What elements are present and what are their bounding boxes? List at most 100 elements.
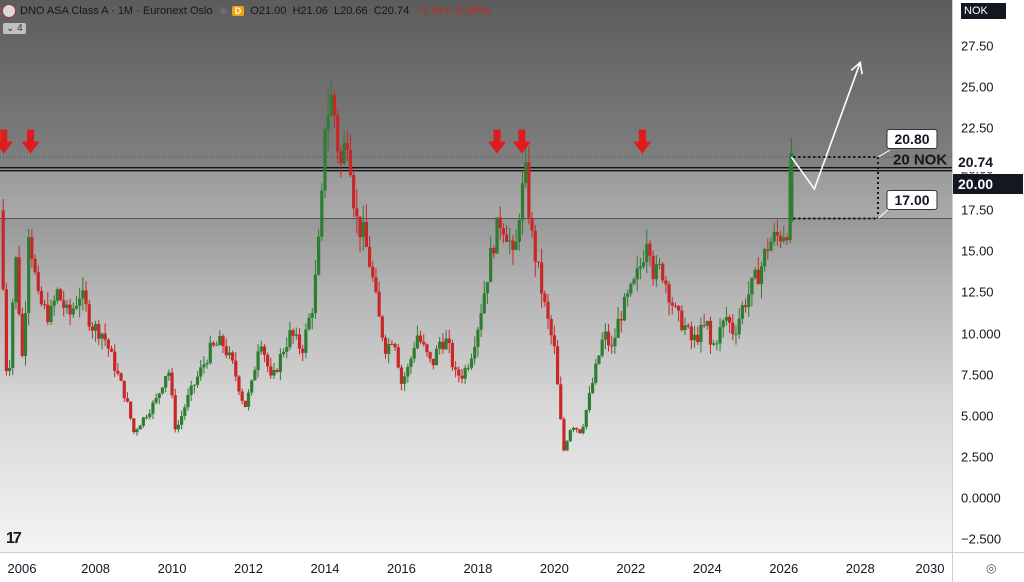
candle-down — [20, 313, 24, 356]
candle-up — [654, 264, 658, 280]
callout-upper: 20.80 — [886, 129, 938, 149]
close-value: C20.74 — [373, 5, 410, 17]
candle-up — [183, 407, 187, 416]
candle-up — [294, 334, 298, 336]
candle-down — [103, 333, 107, 340]
candle-down — [301, 348, 305, 353]
candle-up — [141, 417, 145, 426]
candle-down — [33, 259, 37, 273]
candle-down — [775, 232, 780, 236]
candle-up — [412, 348, 416, 359]
last-price-flag: 20.74 — [953, 152, 1023, 172]
year-tick-label: 2008 — [81, 561, 111, 576]
year-tick-label: 2026 — [769, 561, 799, 576]
candle-up — [27, 236, 31, 313]
candle-down — [97, 323, 101, 339]
candle-up — [320, 190, 324, 237]
candle-up — [250, 380, 254, 393]
candle-down — [275, 370, 279, 372]
candle-down — [90, 326, 94, 331]
candle-up — [154, 398, 158, 403]
currency-badge[interactable]: NOK — [961, 3, 1006, 19]
candle-up — [135, 429, 139, 433]
candle-up — [23, 312, 28, 356]
settings-icon[interactable]: ◎ — [986, 561, 997, 575]
candle-up — [587, 393, 592, 411]
candle-up — [438, 341, 442, 349]
candle-up — [645, 243, 649, 263]
candle-down — [498, 217, 502, 229]
candle-up — [594, 363, 598, 383]
tradingview-logo[interactable]: 17 — [6, 530, 22, 547]
candle-down — [87, 304, 91, 327]
candle-up — [747, 294, 751, 308]
candle-up — [632, 279, 636, 284]
candle-down — [766, 249, 770, 251]
candle-up — [591, 382, 595, 394]
candle-down — [677, 306, 681, 311]
candle-up — [409, 358, 413, 367]
candle-down — [291, 330, 295, 336]
symbol-logo-icon[interactable] — [2, 4, 16, 18]
candle-down — [399, 367, 404, 384]
candle-down — [460, 375, 464, 379]
candle-down — [396, 347, 400, 368]
candle-down — [575, 427, 579, 430]
collapse-chevron-icon[interactable]: ⌄ 4 — [3, 23, 26, 34]
candle-up — [256, 351, 260, 370]
candle-down — [383, 337, 388, 354]
year-tick-label: 2018 — [463, 561, 493, 576]
candle-up — [288, 330, 292, 348]
candle-up — [753, 269, 757, 278]
low-value: L20.66 — [334, 5, 368, 17]
year-tick-label: 2024 — [692, 561, 722, 576]
candle-up — [186, 394, 190, 408]
candle-down — [543, 293, 547, 302]
price-tick-label: 12.50 — [961, 284, 994, 300]
candle-up — [597, 355, 601, 364]
candle-up — [310, 312, 314, 318]
candle-down — [4, 289, 8, 372]
candle-down — [234, 360, 238, 377]
candle-up — [148, 413, 152, 418]
candle-up — [718, 327, 722, 344]
candle-down — [708, 320, 713, 345]
candle-up — [71, 308, 75, 315]
candle-up — [227, 352, 231, 356]
candle-up — [571, 427, 576, 431]
candle-down — [211, 342, 216, 345]
candle-up — [613, 337, 617, 347]
candle-up — [737, 318, 741, 335]
candle-down — [731, 322, 735, 335]
candle-up — [434, 348, 439, 366]
candle-up — [584, 410, 588, 427]
candle-up — [769, 241, 773, 251]
candle-down — [46, 304, 50, 323]
candle-up — [215, 344, 219, 346]
candle-up — [715, 343, 719, 345]
candle-down — [266, 354, 270, 367]
candle-up — [444, 338, 448, 350]
price-tick-label: 15.00 — [961, 243, 994, 259]
price-tick-label: 7.500 — [961, 367, 994, 383]
candle-down — [116, 370, 120, 374]
candle-down — [756, 269, 760, 285]
candle-down — [555, 346, 560, 385]
candle-up — [692, 334, 697, 341]
change-value: −1.18 (−5.38%) — [415, 5, 492, 17]
candle-down — [269, 366, 273, 376]
plot-area[interactable]: DNO ASA Class A · 1M · Euronext Oslo ❄ D… — [0, 0, 952, 552]
symbol-name[interactable]: DNO ASA Class A · 1M · Euronext Oslo — [20, 5, 213, 17]
candle-down — [125, 398, 130, 402]
candle-down — [546, 301, 550, 319]
candle-up — [657, 263, 662, 265]
price-axis[interactable]: NOK 27.50 25.00 22.50 20.00 17.50 15.00 12.50 1… — [952, 0, 1024, 552]
time-axis[interactable]: 2006 2008 2010 2012 2014 2016 2018 2020 2022 2024… — [0, 552, 952, 582]
candle-down — [129, 401, 133, 419]
chart-canvas[interactable] — [0, 0, 952, 552]
candle-up — [326, 115, 330, 130]
candle-up — [278, 354, 282, 372]
candle-up — [167, 372, 171, 377]
high-value: H21.06 — [292, 5, 328, 17]
candle-up — [485, 282, 490, 294]
